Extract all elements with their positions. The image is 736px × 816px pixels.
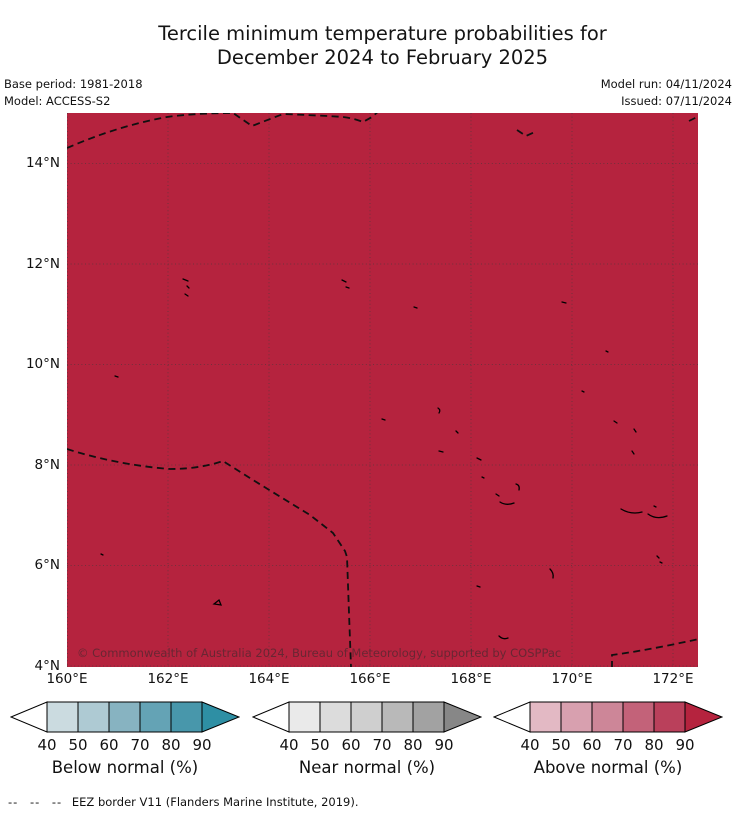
lon-tick-164e: 164°E: [248, 671, 290, 687]
colorbar-near-normal: [252, 701, 482, 733]
colorbar-segment: [622, 701, 655, 733]
model-label: Model: ACCESS-S2: [4, 94, 111, 108]
colorbar-right-arrow: [443, 701, 482, 733]
colorbar-left-arrow: [252, 701, 290, 733]
eez-footnote: -- -- -- EEZ border V11 (Flanders Marine…: [8, 795, 359, 809]
colorbar-segment: [170, 701, 203, 733]
legend-tick: 60: [341, 736, 361, 754]
colorbar-segment: [108, 701, 141, 733]
legend-tick: 80: [161, 736, 181, 754]
legend-tick: 40: [520, 736, 540, 754]
colorbar-above-normal: [493, 701, 723, 733]
figure-title-line1: Tercile minimum temperature probabilitie…: [158, 22, 607, 45]
figure-title-line2: December 2024 to February 2025: [216, 45, 549, 69]
colorbar-left-arrow: [493, 701, 531, 733]
colorbar-segment: [591, 701, 624, 733]
legend-near-normal: 40 50 60 70 80 90 Near normal (%): [252, 700, 482, 792]
eez-border-lines: [67, 113, 698, 667]
legend-tick: 40: [279, 736, 299, 754]
map-canvas: [67, 113, 698, 667]
lat-tick-10n: 10°N: [25, 356, 60, 372]
island-outlines: [100, 278, 668, 640]
lon-tick-172e: 172°E: [652, 671, 694, 687]
legend-tick: 70: [130, 736, 150, 754]
legend-tick: 50: [310, 736, 330, 754]
eez-footnote-text: EEZ border V11 (Flanders Marine Institut…: [71, 795, 359, 809]
legend-title-near: Near normal (%): [298, 758, 436, 777]
lat-tick-4n: 4°N: [34, 658, 60, 674]
colorbar-left-arrow: [10, 701, 48, 733]
legend-tick: 60: [99, 736, 119, 754]
graticule: [67, 113, 698, 667]
colorbar-segment: [77, 701, 110, 733]
colorbar-segment: [288, 701, 321, 733]
model-run-label: Model run: 04/11/2024: [600, 77, 732, 91]
lon-tick-160e: 160°E: [46, 671, 88, 687]
base-period-label: Base period: 1981-2018: [4, 77, 143, 91]
lat-tick-14n: 14°N: [25, 155, 60, 171]
legend-tick: 60: [582, 736, 602, 754]
legend-tick: 80: [403, 736, 423, 754]
legend-tick: 50: [68, 736, 88, 754]
colorbar-segment: [350, 701, 383, 733]
lat-tick-6n: 6°N: [34, 557, 60, 573]
lat-tick-8n: 8°N: [34, 457, 60, 473]
legend-tick: 70: [613, 736, 633, 754]
figure-title: Tercile minimum temperature probabilitie…: [67, 22, 698, 69]
legend-tick: 90: [434, 736, 454, 754]
legend-tick: 50: [551, 736, 571, 754]
legend-tick: 90: [192, 736, 212, 754]
lon-tick-168e: 168°E: [450, 671, 492, 687]
colorbar-segment: [319, 701, 352, 733]
colorbar-segment: [529, 701, 562, 733]
colorbar-segment: [46, 701, 79, 733]
meta-left: Base period: 1981-2018 Model: ACCESS-S2: [4, 76, 143, 110]
colorbar-below-normal: [10, 701, 240, 733]
eez-dash-symbol: -- -- --: [8, 795, 63, 809]
issued-label: Issued: 07/11/2024: [621, 94, 732, 108]
colorbar-segment: [381, 701, 414, 733]
legend-below-normal: 40 50 60 70 80 90 Below normal (%): [10, 700, 240, 792]
legend-title-below: Below normal (%): [51, 758, 199, 777]
lon-tick-162e: 162°E: [147, 671, 189, 687]
legend-above-normal: 40 50 60 70 80 90 Above normal (%): [493, 700, 723, 792]
lon-tick-166e: 166°E: [349, 671, 391, 687]
colorbar-segment: [139, 701, 172, 733]
probability-map: © Commonwealth of Australia 2024, Bureau…: [67, 113, 698, 667]
lon-tick-170e: 170°E: [551, 671, 593, 687]
map-fill: [67, 113, 698, 667]
colorbar-segment: [412, 701, 445, 733]
meta-right: Model run: 04/11/2024 Issued: 07/11/2024: [601, 76, 732, 110]
lat-tick-12n: 12°N: [25, 256, 60, 272]
colorbar-right-arrow: [684, 701, 723, 733]
colorbar-right-arrow: [201, 701, 240, 733]
legend-tick: 40: [37, 736, 57, 754]
colorbar-segment: [653, 701, 686, 733]
legend-tick: 70: [372, 736, 392, 754]
legend-tick: 90: [675, 736, 695, 754]
legend-title-above: Above normal (%): [533, 758, 683, 777]
copyright-text: © Commonwealth of Australia 2024, Bureau…: [77, 646, 562, 660]
legend-tick: 80: [644, 736, 664, 754]
colorbar-segment: [560, 701, 593, 733]
